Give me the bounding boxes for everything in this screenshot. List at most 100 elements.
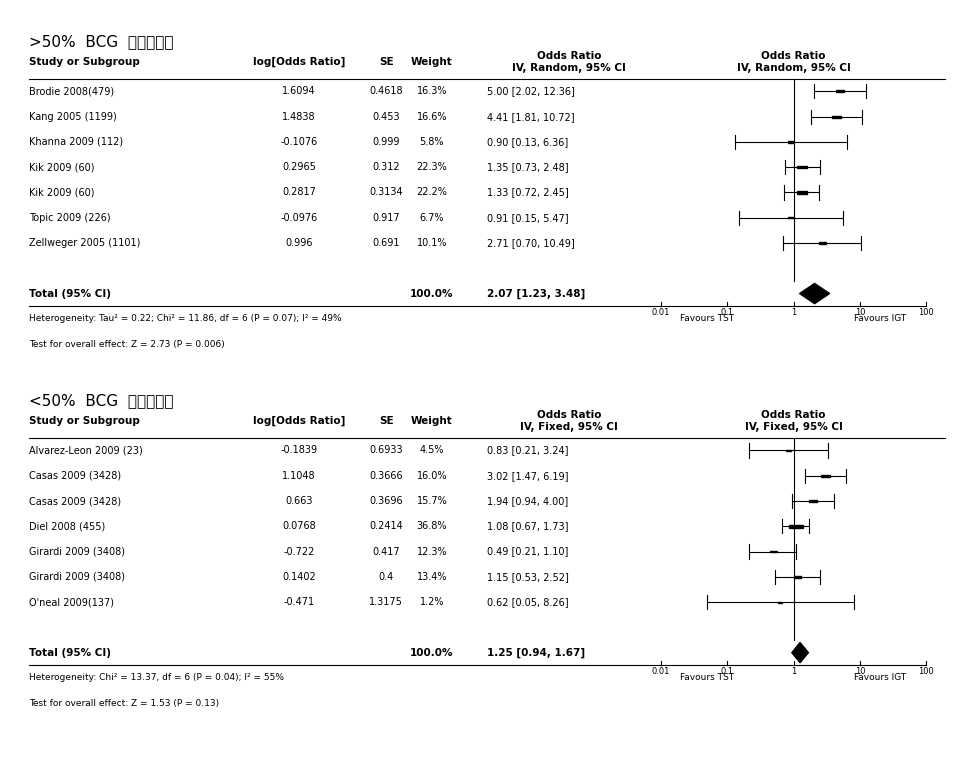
Text: <50%  BCG  예방접종율: <50% BCG 예방접종율 — [29, 393, 174, 409]
Text: 1.1048: 1.1048 — [282, 471, 316, 481]
Text: 0.6933: 0.6933 — [369, 445, 403, 455]
Text: 5.8%: 5.8% — [419, 137, 444, 147]
Text: Total (95% CI): Total (95% CI) — [29, 648, 111, 658]
Text: 1.94 [0.94, 4.00]: 1.94 [0.94, 4.00] — [487, 496, 568, 506]
Text: 0.917: 0.917 — [372, 212, 400, 223]
Text: 22.2%: 22.2% — [416, 187, 447, 197]
Text: SE: SE — [379, 416, 393, 426]
Polygon shape — [799, 283, 830, 303]
Text: 1.2%: 1.2% — [419, 597, 444, 607]
Text: Odds Ratio: Odds Ratio — [762, 410, 826, 420]
Text: Favours IGT: Favours IGT — [854, 314, 906, 323]
Text: 0.1402: 0.1402 — [282, 571, 316, 582]
Bar — [789, 217, 793, 219]
Text: 6.7%: 6.7% — [419, 212, 444, 223]
Text: 0.691: 0.691 — [372, 238, 400, 248]
Text: Study or Subgroup: Study or Subgroup — [29, 57, 140, 66]
Text: Kik 2009 (60): Kik 2009 (60) — [29, 162, 94, 172]
Text: IV, Random, 95% CI: IV, Random, 95% CI — [736, 63, 850, 73]
Text: 5.00 [2.02, 12.36]: 5.00 [2.02, 12.36] — [487, 86, 575, 96]
Text: 22.3%: 22.3% — [416, 162, 447, 172]
Text: 100: 100 — [919, 667, 934, 676]
Text: 0.01: 0.01 — [652, 308, 670, 317]
Text: Alvarez-Leon 2009 (23): Alvarez-Leon 2009 (23) — [29, 445, 143, 455]
Text: 13.4%: 13.4% — [416, 571, 447, 582]
Text: -0.1839: -0.1839 — [281, 445, 318, 455]
Text: 1: 1 — [791, 308, 796, 317]
Text: 0.91 [0.15, 5.47]: 0.91 [0.15, 5.47] — [487, 212, 569, 223]
Text: >50%  BCG  예방접종율: >50% BCG 예방접종율 — [29, 34, 174, 50]
Text: 1: 1 — [791, 667, 796, 676]
Text: Test for overall effect: Z = 2.73 (P = 0.006): Test for overall effect: Z = 2.73 (P = 0… — [29, 339, 225, 348]
Bar — [809, 500, 817, 502]
Text: 0.1: 0.1 — [721, 308, 734, 317]
Text: Weight: Weight — [411, 416, 453, 426]
Text: 0.4: 0.4 — [379, 571, 393, 582]
Text: 10: 10 — [855, 667, 866, 676]
Text: 0.2414: 0.2414 — [369, 521, 403, 531]
Text: 0.417: 0.417 — [372, 546, 400, 556]
Text: 16.6%: 16.6% — [416, 112, 447, 121]
Text: 0.312: 0.312 — [372, 162, 400, 172]
Text: Girardi 2009 (3408): Girardi 2009 (3408) — [29, 546, 125, 556]
Text: Favours TST: Favours TST — [681, 314, 735, 323]
Bar — [836, 90, 844, 92]
Text: Kik 2009 (60): Kik 2009 (60) — [29, 187, 94, 197]
Text: 0.49 [0.21, 1.10]: 0.49 [0.21, 1.10] — [487, 546, 568, 556]
Bar — [832, 115, 841, 118]
Text: 0.2817: 0.2817 — [282, 187, 316, 197]
Text: 1.6094: 1.6094 — [282, 86, 316, 96]
Text: Odds Ratio: Odds Ratio — [537, 410, 602, 420]
Text: Favours IGT: Favours IGT — [854, 673, 906, 682]
Text: Girardi 2009 (3408): Girardi 2009 (3408) — [29, 571, 125, 582]
Text: 1.4838: 1.4838 — [282, 112, 316, 121]
Text: 0.90 [0.13, 6.36]: 0.90 [0.13, 6.36] — [487, 137, 568, 147]
Text: 0.1: 0.1 — [721, 667, 734, 676]
Bar — [794, 576, 801, 578]
Text: 0.4618: 0.4618 — [369, 86, 403, 96]
Bar — [797, 166, 807, 168]
Text: 0.3134: 0.3134 — [369, 187, 403, 197]
Bar — [788, 141, 793, 143]
Bar — [789, 525, 803, 528]
Text: 0.0768: 0.0768 — [282, 521, 316, 531]
Text: 15.7%: 15.7% — [416, 496, 447, 506]
Text: 1.35 [0.73, 2.48]: 1.35 [0.73, 2.48] — [487, 162, 569, 172]
Text: 100.0%: 100.0% — [410, 289, 454, 299]
Text: 0.3696: 0.3696 — [369, 496, 403, 506]
Text: Casas 2009 (3428): Casas 2009 (3428) — [29, 496, 121, 506]
Text: Heterogeneity: Chi² = 13.37, df = 6 (P = 0.04); I² = 55%: Heterogeneity: Chi² = 13.37, df = 6 (P =… — [29, 673, 284, 682]
Text: -0.471: -0.471 — [283, 597, 314, 607]
Text: Diel 2008 (455): Diel 2008 (455) — [29, 521, 105, 531]
Text: Odds Ratio: Odds Ratio — [537, 51, 602, 61]
Text: IV, Random, 95% CI: IV, Random, 95% CI — [512, 63, 627, 73]
Text: 3.02 [1.47, 6.19]: 3.02 [1.47, 6.19] — [487, 471, 569, 481]
Text: Kang 2005 (1199): Kang 2005 (1199) — [29, 112, 117, 121]
Text: 4.41 [1.81, 10.72]: 4.41 [1.81, 10.72] — [487, 112, 575, 121]
Bar — [778, 601, 782, 603]
Bar — [821, 474, 829, 477]
Text: 16.0%: 16.0% — [416, 471, 447, 481]
Bar — [786, 450, 790, 451]
Text: 0.3666: 0.3666 — [369, 471, 403, 481]
Text: 1.15 [0.53, 2.52]: 1.15 [0.53, 2.52] — [487, 571, 569, 582]
Text: Topic 2009 (226): Topic 2009 (226) — [29, 212, 111, 223]
Text: 36.8%: 36.8% — [416, 521, 447, 531]
Text: O'neal 2009(137): O'neal 2009(137) — [29, 597, 114, 607]
Text: -0.722: -0.722 — [283, 546, 315, 556]
Text: 1.33 [0.72, 2.45]: 1.33 [0.72, 2.45] — [487, 187, 569, 197]
Text: Casas 2009 (3428): Casas 2009 (3428) — [29, 471, 121, 481]
Text: 10: 10 — [855, 308, 866, 317]
Text: 12.3%: 12.3% — [416, 546, 447, 556]
Text: Total (95% CI): Total (95% CI) — [29, 289, 111, 299]
Text: 100: 100 — [919, 308, 934, 317]
Text: 1.3175: 1.3175 — [369, 597, 403, 607]
Text: Odds Ratio: Odds Ratio — [762, 51, 826, 61]
Text: 0.2965: 0.2965 — [282, 162, 316, 172]
Text: IV, Fixed, 95% CI: IV, Fixed, 95% CI — [521, 422, 618, 432]
Text: Brodie 2008(479): Brodie 2008(479) — [29, 86, 114, 96]
Text: 0.999: 0.999 — [372, 137, 400, 147]
Text: 2.07 [1.23, 3.48]: 2.07 [1.23, 3.48] — [487, 289, 585, 299]
Text: 0.663: 0.663 — [285, 496, 313, 506]
Text: log[Odds Ratio]: log[Odds Ratio] — [253, 57, 345, 66]
